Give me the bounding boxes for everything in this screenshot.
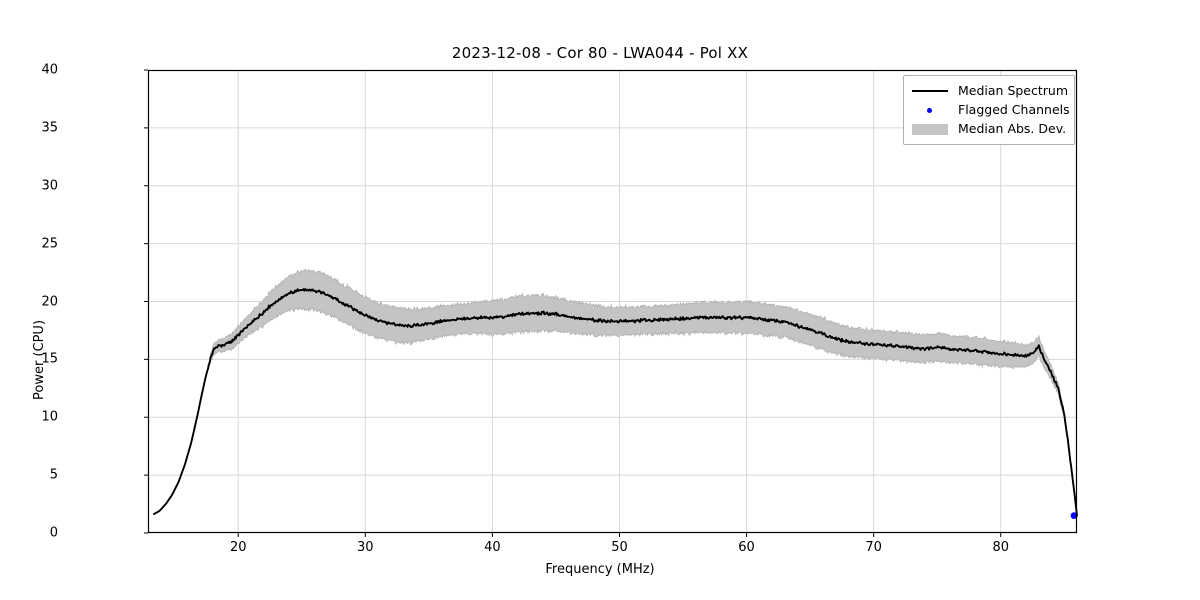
legend-item-flagged-channels: Flagged Channels	[911, 100, 1070, 119]
chart-title: 2023-12-08 - Cor 80 - LWA044 - Pol XX	[451, 44, 749, 62]
y-tick-label: 20	[41, 294, 58, 309]
mad-band	[153, 268, 1078, 516]
y-tick-label: 25	[41, 236, 58, 252]
y-tick-label: 5	[49, 467, 58, 483]
dot-marker-key-icon	[911, 103, 949, 117]
legend-label: Median Abs. Dev.	[958, 121, 1067, 136]
line-key-icon	[911, 84, 949, 98]
x-tick-label: 40	[484, 540, 501, 555]
x-tick-label: 80	[992, 540, 1010, 555]
x-tick-label: 70	[865, 540, 882, 555]
median-spectrum-line	[152, 288, 1078, 517]
legend-label: Flagged Channels	[958, 102, 1070, 117]
legend-label: Median Spectrum	[958, 83, 1069, 98]
x-tick-label: 50	[611, 540, 628, 555]
legend-item-median-abs-dev: Median Abs. Dev.	[911, 119, 1067, 138]
legend: Median Spectrum Flagged Channels Median …	[903, 75, 1075, 145]
plot-border	[147, 69, 1078, 534]
x-tick-label: 30	[357, 540, 374, 555]
y-axis-label: Power (CPU)	[32, 319, 47, 400]
x-tick-label: 20	[229, 540, 247, 555]
y-tick-label: 10	[41, 409, 58, 425]
y-tick-label: 35	[41, 120, 58, 136]
flagged-channel-markers	[1070, 512, 1078, 520]
legend-item-median-spectrum: Median Spectrum	[911, 81, 1069, 100]
x-tick-label: 60	[738, 540, 755, 555]
y-tick-label: 40	[41, 62, 58, 78]
y-tick-label: 30	[41, 178, 58, 194]
x-axis-label: Frequency (MHz)	[545, 562, 655, 577]
y-tick-label: 15	[41, 351, 58, 367]
y-tick-label: 0	[49, 525, 58, 541]
band-patch-key-icon	[911, 122, 949, 136]
